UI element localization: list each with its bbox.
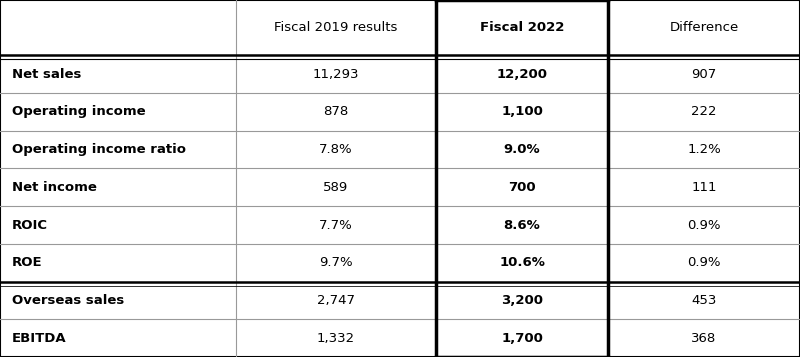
Text: 0.9%: 0.9%: [687, 256, 721, 269]
Text: Net income: Net income: [12, 181, 97, 194]
Text: 1.2%: 1.2%: [687, 143, 721, 156]
Text: 453: 453: [691, 294, 717, 307]
Text: 2,747: 2,747: [317, 294, 355, 307]
Text: ROIC: ROIC: [12, 218, 48, 232]
Text: Fiscal 2022: Fiscal 2022: [480, 21, 564, 34]
Text: 1,700: 1,700: [501, 332, 543, 345]
Text: Net sales: Net sales: [12, 68, 82, 81]
Text: 111: 111: [691, 181, 717, 194]
Text: 7.7%: 7.7%: [319, 218, 353, 232]
Text: 9.7%: 9.7%: [319, 256, 353, 269]
Text: 222: 222: [691, 105, 717, 119]
Text: 8.6%: 8.6%: [504, 218, 540, 232]
Text: Difference: Difference: [670, 21, 738, 34]
Text: 368: 368: [691, 332, 717, 345]
Text: 700: 700: [508, 181, 536, 194]
Text: 0.9%: 0.9%: [687, 218, 721, 232]
Text: 10.6%: 10.6%: [499, 256, 545, 269]
Text: 907: 907: [691, 68, 717, 81]
Text: 878: 878: [323, 105, 349, 119]
Text: 11,293: 11,293: [313, 68, 359, 81]
Text: 7.8%: 7.8%: [319, 143, 353, 156]
Text: 589: 589: [323, 181, 349, 194]
Text: ROE: ROE: [12, 256, 42, 269]
Text: 12,200: 12,200: [497, 68, 547, 81]
Text: Fiscal 2019 results: Fiscal 2019 results: [274, 21, 398, 34]
Text: 1,100: 1,100: [501, 105, 543, 119]
Text: 3,200: 3,200: [501, 294, 543, 307]
Text: 1,332: 1,332: [317, 332, 355, 345]
Text: 9.0%: 9.0%: [504, 143, 540, 156]
Text: Operating income: Operating income: [12, 105, 146, 119]
Text: Overseas sales: Overseas sales: [12, 294, 124, 307]
Text: EBITDA: EBITDA: [12, 332, 66, 345]
Text: Operating income ratio: Operating income ratio: [12, 143, 186, 156]
